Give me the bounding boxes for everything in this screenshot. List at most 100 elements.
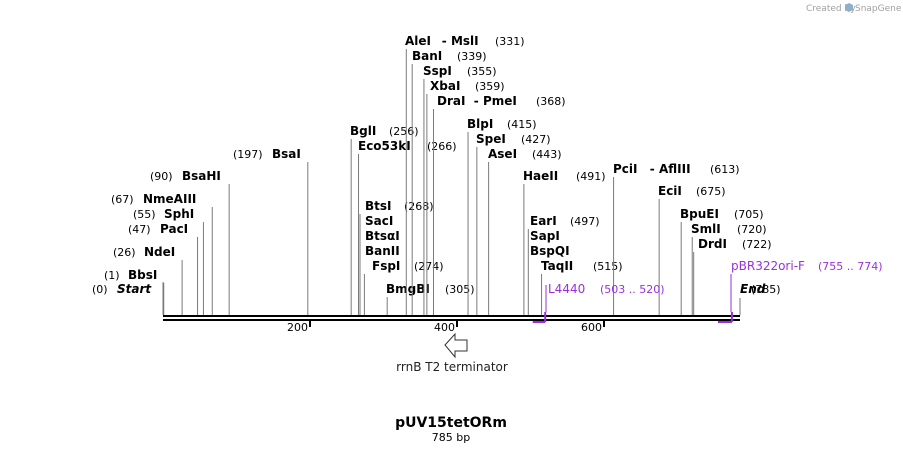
plasmid-name: pUV15tetORm: [395, 415, 507, 431]
map-title: pUV15tetORm 785 bp: [395, 415, 507, 444]
site-position-bpuei: (705): [734, 208, 764, 221]
site-label-pcii: PciI: [613, 162, 638, 176]
site-label-bsahi: BsaHI: [182, 169, 221, 183]
site-paci[interactable]: PacI (47): [128, 222, 199, 315]
snapgene-credit: Created by SnapGene: [806, 3, 902, 14]
site-position-blpi: (415): [507, 118, 537, 131]
site-label-btsi: BtsI: [365, 199, 392, 213]
site-nmeaiii[interactable]: NmeAIII (67): [111, 192, 213, 315]
end-position-start: (0): [92, 283, 108, 296]
primer-label-pbr322ori-f: pBR322ori-F: [731, 259, 805, 273]
site-bsahi[interactable]: BsaHI (90): [150, 169, 230, 315]
site-haeii[interactable]: HaeII (491): [523, 169, 606, 315]
restriction-sites: BbsI (1) NdeI (26) PacI (47) SphI (55) NmeAIII (6…: [104, 34, 772, 315]
site-bmgbi[interactable]: BmgBI (305): [386, 282, 475, 315]
sequence-ends: Start (0) End(785): [92, 282, 781, 315]
site-label-bts-i: BtsαI: [365, 229, 400, 243]
site-label-ecii: EciI: [658, 184, 682, 198]
site-spei[interactable]: SpeI (427): [476, 132, 551, 315]
site-eari[interactable]: EarI (497): [527, 214, 600, 315]
feature-arrow-icon: [444, 332, 468, 359]
site-ecii[interactable]: EciI (675): [658, 184, 726, 315]
site-asei[interactable]: AseI (443): [488, 147, 562, 315]
site-label-bani: BanI: [412, 49, 442, 63]
site-ndei[interactable]: NdeI (26): [113, 245, 183, 315]
site-position-haeii: (491): [576, 170, 606, 183]
site-position-bbsi: (1): [104, 269, 120, 282]
site-banii[interactable]: BanII: [365, 244, 400, 258]
site-position-bsahi: (90): [150, 170, 173, 183]
site-sapi[interactable]: SapI: [530, 229, 560, 243]
site-position-eari: (497): [570, 215, 600, 228]
primer-l4440[interactable]: L4440 (503 .. 520): [532, 282, 665, 323]
site-label-xbai: XbaI: [430, 79, 460, 93]
site-position-xbai: (359): [475, 80, 505, 93]
site-bts-i[interactable]: BtsαI: [365, 229, 400, 243]
site-bspqi[interactable]: BspQI: [530, 244, 570, 258]
site-fspi[interactable]: FspI (274): [363, 259, 444, 315]
snapgene-logo-icon: [845, 3, 853, 12]
site-label-bpuei: BpuEI: [680, 207, 719, 221]
ruler: 200 400 600: [287, 321, 606, 334]
site-bbsi[interactable]: BbsI (1): [104, 268, 165, 315]
site-blpi[interactable]: BlpI (415): [467, 117, 537, 315]
site-label-smli: SmlI: [691, 222, 721, 236]
primer-arrow-pbr322ori-f: [717, 312, 733, 323]
site-position-btsi: (268): [404, 200, 434, 213]
site-saci[interactable]: SacI: [365, 214, 393, 228]
end-end: End(785): [739, 282, 781, 315]
site-label-msli: - MslI: [442, 34, 479, 48]
end-start: Start (0): [92, 282, 164, 315]
site-label-drai: DraI: [437, 94, 465, 108]
site-label-bsai: BsaI: [272, 147, 301, 161]
site-label-saci: SacI: [365, 214, 393, 228]
site-position-asei: (443): [532, 148, 562, 161]
site-position-fspi: (274): [414, 260, 444, 273]
ruler-label-600: 600: [581, 321, 602, 334]
site-label-sspi: SspI: [423, 64, 452, 78]
site-label-drdi: DrdI: [698, 237, 727, 251]
primer-arrow-l4440: [532, 312, 547, 323]
site-label-eco53ki: Eco53kI: [358, 139, 411, 153]
site-smli[interactable]: SmlI (720): [691, 222, 767, 315]
site-alei[interactable]: AleI - MslI (331): [405, 34, 525, 315]
site-label-nmeaiii: NmeAIII: [143, 192, 196, 206]
feature-label-rrnb-t2-terminator: rrnB T2 terminator: [396, 360, 508, 374]
site-position-drdi: (722): [742, 238, 772, 251]
feature-rrnb-t2-terminator[interactable]: rrnB T2 terminator: [396, 332, 508, 374]
site-bgli[interactable]: BglI (256): [350, 124, 419, 315]
site-position-smli: (720): [737, 223, 767, 236]
site-bani[interactable]: BanI (339): [411, 49, 487, 315]
site-pcii[interactable]: PciI - AflIII (613): [613, 162, 740, 315]
site-position-eco53ki: (266): [427, 140, 457, 153]
primer-range-l4440: (503 .. 520): [600, 283, 665, 296]
site-position-ecii: (675): [696, 185, 726, 198]
site-position-bani: (339): [457, 50, 487, 63]
site-drdi[interactable]: DrdI (722): [693, 237, 772, 315]
site-label-sapi: SapI: [530, 229, 560, 243]
site-label-paci: PacI: [160, 222, 188, 236]
site-label-haeii: HaeII: [523, 169, 558, 183]
site-sspi[interactable]: SspI (355): [423, 64, 497, 315]
site-taqii[interactable]: TaqII (515): [541, 259, 623, 315]
site-drai[interactable]: DraI - PmeI (368): [432, 94, 566, 315]
site-position-nmeaiii: (67): [111, 193, 134, 206]
site-bpuei[interactable]: BpuEI (705): [680, 207, 764, 315]
primer-range-pbr322ori-f: (755 .. 774): [818, 260, 883, 273]
site-sphi[interactable]: SphI (55): [133, 207, 204, 315]
site-btsi[interactable]: BtsI (268): [359, 199, 434, 315]
end-position-end: (785): [751, 283, 781, 296]
plasmid-length: 785 bp: [432, 431, 470, 444]
credit-prefix: Created by: [806, 4, 856, 14]
site-position-taqii: (515): [593, 260, 623, 273]
site-position-sphi: (55): [133, 208, 156, 221]
site-eco53ki[interactable]: Eco53kI (266): [358, 139, 457, 315]
end-label-end: End: [740, 282, 766, 296]
primer-pbr322ori-f[interactable]: pBR322ori-F (755 .. 774): [717, 259, 883, 323]
site-position-spei: (427): [521, 133, 551, 146]
sequence-backbone: [163, 315, 740, 321]
site-bsai[interactable]: BsaI (197): [233, 147, 309, 315]
site-label-spei: SpeI: [476, 132, 506, 146]
site-xbai[interactable]: XbaI (359): [426, 79, 505, 315]
